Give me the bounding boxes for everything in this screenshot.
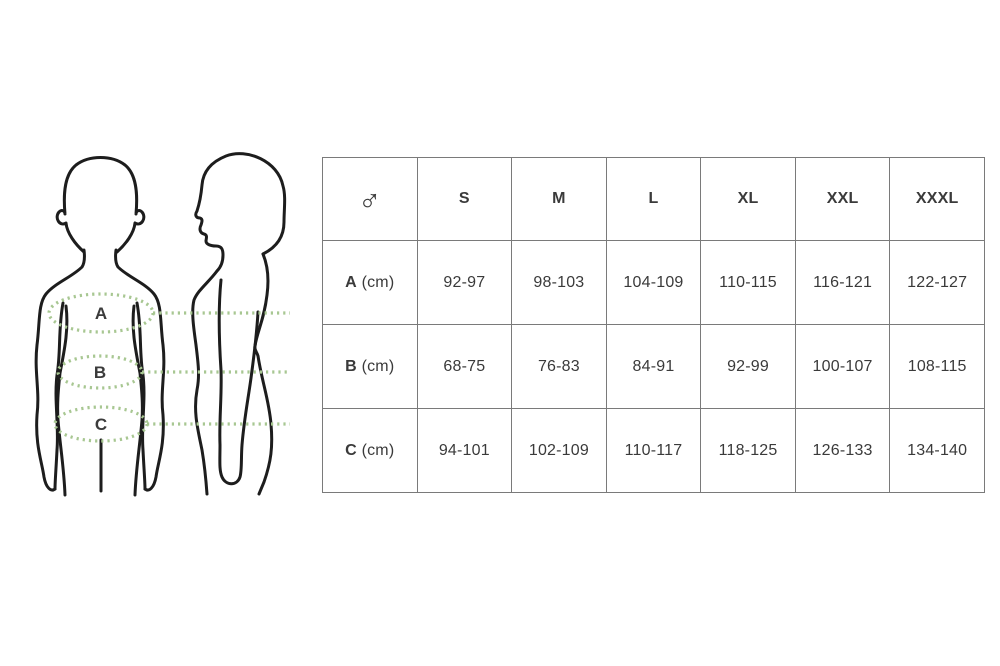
cell-b-xxxl: 108-115 xyxy=(889,324,985,409)
header-cell-size-l: L xyxy=(605,157,702,241)
cell-c-xl: 118-125 xyxy=(700,408,796,493)
size-table-header-row: ♂ S M L XL XXL XXXL xyxy=(322,157,985,241)
cell-b-xxl: 100-107 xyxy=(794,324,891,409)
table-row-c: C (cm) 94-101 102-109 110-117 118-125 126-133… xyxy=(322,408,985,493)
cell-b-l: 84-91 xyxy=(605,324,702,409)
front-figure-left-torso-leg xyxy=(56,304,69,497)
front-figure xyxy=(34,156,166,497)
cell-b-s: 68-75 xyxy=(416,324,513,409)
side-figure-arm xyxy=(217,278,260,486)
cell-a-xl: 110-115 xyxy=(700,240,796,325)
header-cell-size-m: M xyxy=(511,157,607,241)
table-row-a: A (cm) 92-97 98-103 104-109 110-115 116-121 12… xyxy=(322,240,985,325)
front-figure-right-torso-leg xyxy=(131,304,144,497)
cell-a-s: 92-97 xyxy=(416,240,513,325)
body-measurement-diagram: A B C xyxy=(34,152,290,497)
header-cell-size-xxl: XXL xyxy=(794,157,891,241)
side-figure-back-line xyxy=(253,252,274,496)
cell-c-m: 102-109 xyxy=(511,408,607,493)
front-figure-left-shoulder-arm xyxy=(34,248,86,492)
side-figure-front-line xyxy=(191,269,219,496)
cell-a-m: 98-103 xyxy=(511,240,607,325)
cell-a-l: 104-109 xyxy=(605,240,702,325)
measurement-label-a: A xyxy=(95,304,107,323)
cell-c-l: 110-117 xyxy=(605,408,702,493)
male-gender-symbol: ♂ xyxy=(322,157,418,241)
side-figure xyxy=(191,152,287,496)
measurement-label-c: C xyxy=(95,415,107,434)
header-cell-size-xl: XL xyxy=(700,157,796,241)
cell-b-m: 76-83 xyxy=(511,324,607,409)
row-label-c: C (cm) xyxy=(322,408,418,493)
cell-c-s: 94-101 xyxy=(416,408,513,493)
side-figure-head-profile xyxy=(194,152,287,273)
table-row-b: B (cm) 68-75 76-83 84-91 92-99 100-107 108-115 xyxy=(322,324,985,409)
cell-c-xxl: 126-133 xyxy=(794,408,891,493)
size-table: ♂ S M L XL XXL XXXL A (cm) 92-97 98-103 104-109 11… xyxy=(322,157,985,493)
measurement-marks: A B C xyxy=(47,292,290,443)
header-cell-size-xxxl: XXXL xyxy=(889,157,985,241)
cell-c-xxxl: 134-140 xyxy=(889,408,985,493)
measurement-label-b: B xyxy=(94,363,106,382)
cell-b-xl: 92-99 xyxy=(700,324,796,409)
row-label-b: B (cm) xyxy=(322,324,418,409)
cell-a-xxxl: 122-127 xyxy=(889,240,985,325)
row-label-a: A (cm) xyxy=(322,240,418,325)
cell-a-xxl: 116-121 xyxy=(794,240,891,325)
header-cell-size-s: S xyxy=(416,157,513,241)
front-figure-head-outline xyxy=(55,156,146,254)
front-figure-right-shoulder-arm xyxy=(114,248,166,492)
